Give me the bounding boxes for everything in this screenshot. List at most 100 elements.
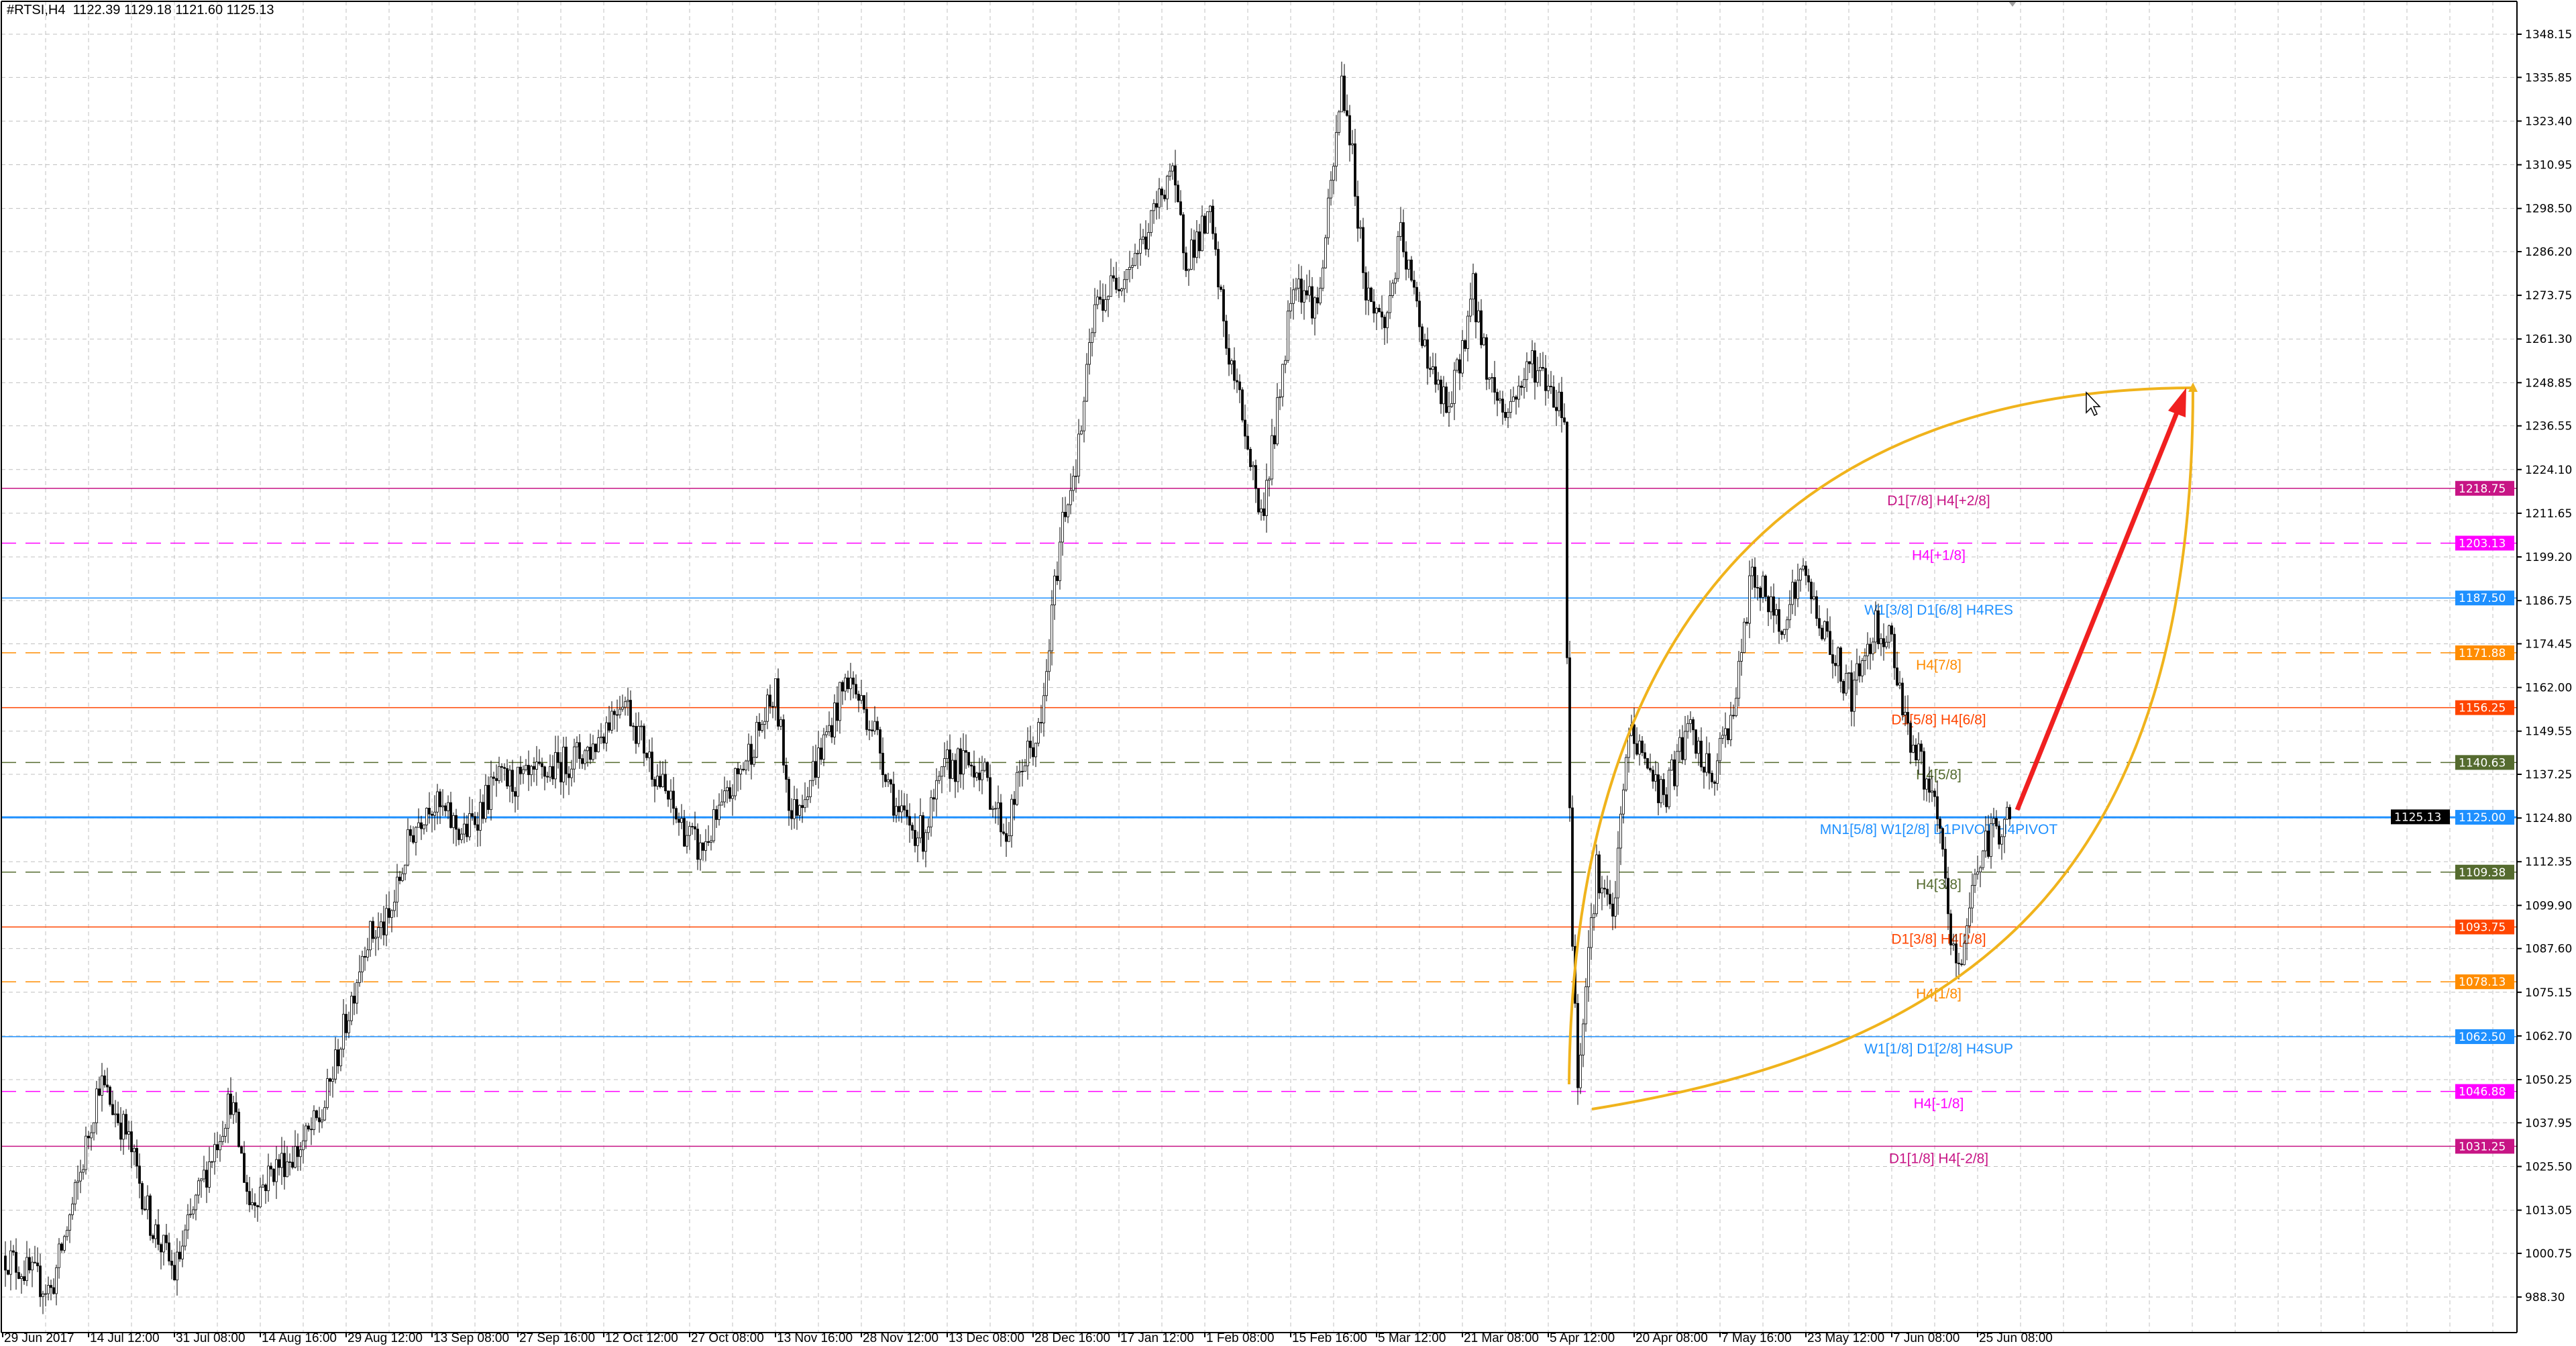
candle-bull [1743,621,1746,653]
candle-bull [1676,751,1678,786]
candle-bull [522,769,525,774]
candle-bear [1834,663,1837,666]
candle-bear [1957,962,1960,964]
time-tick-label: 17 Jan 12:00 [1120,1331,1194,1345]
candle-bear [398,876,401,881]
candle-bull [1268,478,1271,481]
candle-bull [1719,737,1721,762]
level-price-tag [2455,1139,2514,1154]
candle-bear [1907,712,1909,724]
candle-bull [1888,625,1890,643]
candle-bull [176,1251,178,1281]
candle-bear [1662,779,1665,795]
candle-bear [1214,233,1217,250]
candle-bear [1928,778,1931,793]
price-tick-label: 1348.15 [2525,28,2572,42]
candle-bear [908,816,911,826]
candles [4,61,2011,1314]
candle-bull [530,766,533,776]
candle-bull [1397,236,1399,279]
candle-bull [267,1166,270,1192]
candle-bear [559,762,562,782]
candle-bull [460,833,463,840]
forecast-curve-lower[interactable] [1591,387,2194,1110]
candle-bull [498,766,500,781]
candle-bull [763,721,766,725]
candle-bear [750,743,753,765]
candle-bull [1123,279,1126,289]
price-axis[interactable]: 1348.15 1335.85 1323.40 1310.95 1298.50 1286.… [2517,28,2572,1304]
candle-bull [9,1250,12,1275]
candle-bull [1966,925,1968,944]
candle-bull [1740,652,1743,662]
level-price-tag-label: 1203.13 [2459,537,2506,550]
candle-bear [1998,825,2000,845]
candle-bear [632,725,635,727]
candle-bear [629,700,632,727]
level-price-tag [2455,1029,2514,1044]
candle-bull [302,1140,305,1151]
time-axis[interactable]: 29 Jun 2017 14 Jul 12:00 31 Jul 08:00 14 Au… [2,1331,2053,1345]
curve-arrowhead-icon [2188,382,2198,392]
level-price-tag-label: 1109.38 [2459,866,2506,880]
candle-bull [374,937,377,939]
candle-bull [1335,132,1338,167]
candle-bull [1689,719,1692,724]
candle-bear [967,752,970,766]
candle-bull [197,1180,200,1196]
candle-bull [1751,566,1754,576]
price-tick-label: 1062.70 [2525,1030,2572,1043]
candle-bear [243,1153,246,1183]
candle-bear [1528,361,1531,364]
price-tick-label: 1298.50 [2525,203,2572,216]
candle-bear [1896,667,1898,686]
candle-bear [659,776,661,788]
candle-bear [412,835,415,843]
candle-bear [796,799,798,816]
candle-bear [1611,903,1614,917]
candle-bull [562,746,565,782]
candle-bear [527,765,530,776]
time-tick-label: 12 Oct 12:00 [605,1331,678,1345]
candle-bear [17,1272,20,1279]
candle-bull [621,707,624,710]
candle-bull [1762,575,1764,598]
forecast-arrow[interactable] [2015,411,2180,811]
level-price-tag [2455,755,2514,770]
candle-bull [1308,286,1311,296]
candle-bear [1563,417,1566,423]
candle-bull [95,1088,98,1123]
candle-bull [380,921,382,928]
level-label: H4[+1/8] [1912,548,1966,563]
level-price-tag [2455,1084,2514,1099]
forecast-curve-upper[interactable] [1568,386,2194,1085]
candle-bear [125,1114,127,1135]
candle-bull [1971,885,1974,909]
candle-bear [455,815,458,830]
candle-bull [1488,377,1491,380]
price-tick-label: 1186.75 [2525,594,2572,608]
candle-bull [1539,367,1542,371]
candle-bull [2006,807,2008,820]
level-label: D1[1/8] H4[-2/8] [1889,1151,1988,1166]
candle-bull [1072,476,1075,491]
candle-bull [280,1153,283,1168]
chart-shift-marker-icon[interactable] [2008,1,2017,7]
candle-bear [109,1086,111,1105]
candle-bull [146,1195,149,1210]
candle-bear [932,797,935,800]
candle-bear [149,1195,152,1236]
candle-bull [350,996,353,1021]
candle-bull [294,1146,297,1168]
candle-bear [664,774,667,792]
candle-bull [1582,1023,1585,1055]
candle-bull [1085,364,1088,402]
level-label: D1[5/8] H4[6/8] [1891,713,1986,728]
candle-bear [1305,290,1308,296]
candle-bear [152,1235,154,1239]
candle-bear [1939,819,1941,829]
price-tick-label: 1000.75 [2525,1247,2572,1261]
candle-bear [15,1251,17,1273]
candle-bear [737,768,739,774]
